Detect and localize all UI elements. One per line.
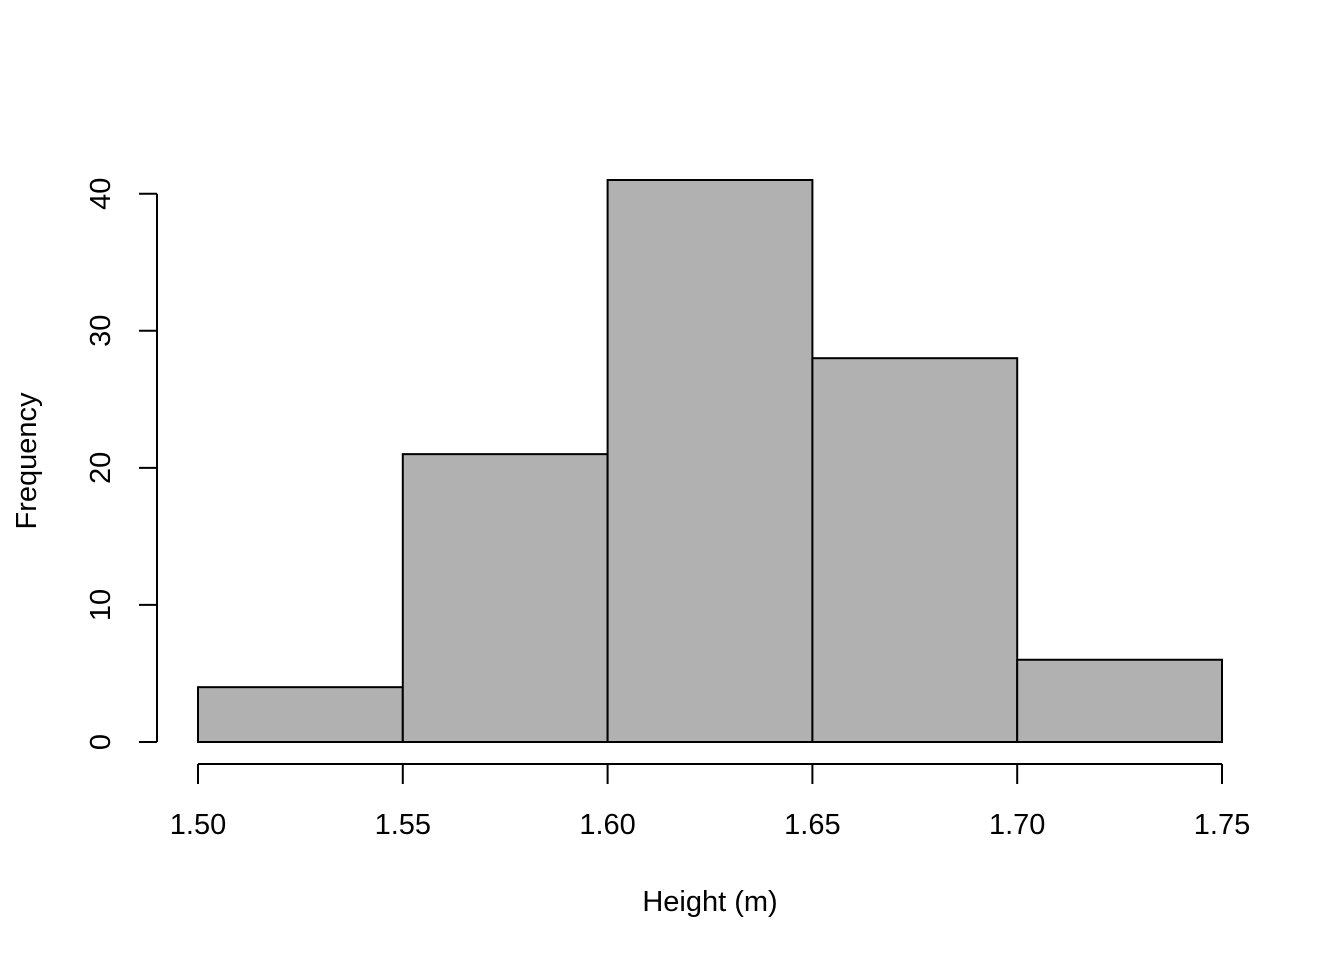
bar-1.70-1.75 bbox=[1016, 658, 1224, 744]
histogram-bars bbox=[197, 179, 1224, 744]
y-axis-title: Frequency bbox=[11, 392, 43, 530]
x-tick-label-1.55: 1.55 bbox=[375, 809, 431, 841]
y-tick-label-10: 10 bbox=[85, 589, 117, 621]
y-axis: 0 10 20 30 40 bbox=[85, 178, 158, 750]
x-tick-label-1.75: 1.75 bbox=[1194, 809, 1250, 841]
y-tick-label-30: 30 bbox=[85, 315, 117, 347]
bar-1.55-1.60 bbox=[401, 453, 609, 743]
bar-1.65-1.70 bbox=[811, 357, 1019, 743]
x-axis: 1.50 1.55 1.60 1.65 1.70 1.75 bbox=[170, 763, 1250, 841]
y-tick-label-40: 40 bbox=[85, 178, 117, 210]
bar-1.60-1.65 bbox=[606, 179, 814, 743]
x-tick-label-1.60: 1.60 bbox=[579, 809, 635, 841]
x-axis-title: Height (m) bbox=[642, 886, 777, 918]
x-tick-label-1.70: 1.70 bbox=[989, 809, 1045, 841]
y-tick-label-0: 0 bbox=[85, 734, 117, 750]
x-tick-label-1.65: 1.65 bbox=[784, 809, 840, 841]
y-tick-label-20: 20 bbox=[85, 452, 117, 484]
x-tick-label-1.50: 1.50 bbox=[170, 809, 226, 841]
bar-1.50-1.55 bbox=[197, 686, 404, 743]
